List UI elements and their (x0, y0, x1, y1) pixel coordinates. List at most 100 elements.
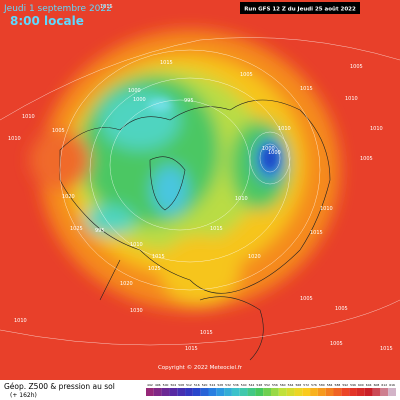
scale-label: 492 (147, 383, 153, 387)
copyright: Copyright © 2022 Meteociel.fr (158, 364, 243, 371)
isobar-label: 1015 (300, 86, 313, 92)
isobar-label: 1005 (350, 64, 363, 70)
scale-swatch (146, 388, 154, 396)
scale-label: 512 (186, 383, 192, 387)
scale-label: 584 (327, 383, 333, 387)
scale-label: 500 (163, 383, 169, 387)
run-banner (240, 2, 360, 14)
isobar-label: 1015 (380, 346, 393, 352)
scale-label: 616 (389, 383, 395, 387)
scale-label: 504 (170, 383, 176, 387)
scale-swatch (216, 388, 225, 396)
coastlines (59, 99, 331, 361)
scale-swatch (364, 388, 373, 396)
scale-label: 520 (202, 383, 208, 387)
scale-swatch (247, 388, 256, 396)
scale-swatch (192, 388, 201, 396)
scale-swatch (224, 388, 232, 396)
forecast-lead: (+ 162h) (10, 392, 37, 399)
scale-label: 576 (311, 383, 317, 387)
isobar-label: 1010 (370, 126, 383, 132)
scale-label: 600 (358, 383, 364, 387)
isobar-label: 1020 (62, 194, 75, 200)
run-info: Run GFS 12 Z du Jeudi 25 août 2022 (244, 6, 356, 13)
scale-swatch (341, 388, 350, 396)
scale-label: 552 (264, 383, 270, 387)
isobar-label: 1020 (120, 281, 133, 287)
scale-swatch (317, 388, 326, 396)
scale-label: 560 (280, 383, 286, 387)
isobar-label: 1030 (130, 308, 143, 314)
isobar-label: 1005 (335, 306, 348, 312)
scale-label: 540 (241, 383, 247, 387)
scale-swatch (356, 388, 365, 396)
isobar-label: 1015 (210, 226, 223, 232)
scale-label: 564 (288, 383, 294, 387)
scale-swatch (372, 388, 381, 396)
isobar-label: 1010 (235, 196, 248, 202)
scale-label: 508 (178, 383, 184, 387)
scale-swatch (294, 388, 303, 396)
isobar-label: 1000 (268, 150, 281, 156)
scale-label: 580 (319, 383, 325, 387)
scale-label: 516 (194, 383, 200, 387)
color-scale: 492 496 500 504 508 512 516 520 524 528 532 536 540 5… (146, 383, 396, 396)
isobar-label: 1010 (22, 114, 35, 120)
scale-swatch (185, 388, 193, 396)
isobar-label: 1015 (310, 230, 323, 236)
scale-label: 496 (155, 383, 161, 387)
scale-label: 572 (303, 383, 309, 387)
scale-label: 608 (374, 383, 380, 387)
scale-swatch (169, 388, 178, 396)
isobar-label: 1010 (130, 242, 143, 248)
scale-label: 556 (272, 383, 278, 387)
scale-swatch (333, 388, 342, 396)
isobar-label: 1015 (160, 60, 173, 66)
scale-swatch (271, 388, 279, 396)
scale-swatch (161, 388, 170, 396)
scale-label: 536 (233, 383, 239, 387)
isobar-label: 1000 (133, 97, 146, 103)
isobar-label: 1015 (100, 4, 113, 10)
isobar-label: 1015 (185, 346, 198, 352)
scale-swatch (263, 388, 271, 396)
isobar-label: 1000 (128, 88, 141, 94)
scale-label: 544 (249, 383, 255, 387)
scale-swatch (239, 388, 248, 396)
scale-label: 568 (295, 383, 301, 387)
forecast-date: Jeudi 1 septembre 2022 (3, 4, 112, 14)
footer-title: Géop. Z500 & pression au sol (4, 382, 115, 391)
scale-label: 604 (366, 383, 372, 387)
scale-label: 588 (335, 383, 341, 387)
isobar-label: 1000 (262, 146, 275, 152)
scale-swatch (380, 388, 389, 396)
scale-swatch (325, 388, 334, 396)
isobar-label: 1005 (360, 156, 373, 162)
scale-label: 592 (342, 383, 348, 387)
scale-swatch (231, 388, 240, 396)
isobar-label: 1005 (240, 72, 253, 78)
scale-swatch (278, 388, 287, 396)
isobar-label: 995 (184, 98, 194, 104)
scale-swatch (177, 388, 186, 396)
scale-label: 612 (381, 383, 387, 387)
scale-swatch (310, 388, 318, 396)
isobar-label: 1010 (345, 96, 358, 102)
isobar-label: 1015 (152, 254, 165, 260)
isobar-label: 1020 (248, 254, 261, 260)
scale-label: 532 (225, 383, 231, 387)
isobar-label: 1005 (300, 296, 313, 302)
isobar-label: 1005 (52, 128, 65, 134)
scale-swatch (200, 388, 209, 396)
isobar-label: 1005 (330, 341, 343, 347)
scale-swatch (388, 388, 396, 396)
isobars (0, 37, 400, 346)
scale-label: 528 (217, 383, 223, 387)
isobar-label: 995 (95, 228, 105, 234)
scale-label: 548 (256, 383, 262, 387)
scale-swatch (208, 388, 217, 396)
scale-swatch (349, 388, 357, 396)
forecast-time: 8:00 locale (10, 14, 84, 28)
